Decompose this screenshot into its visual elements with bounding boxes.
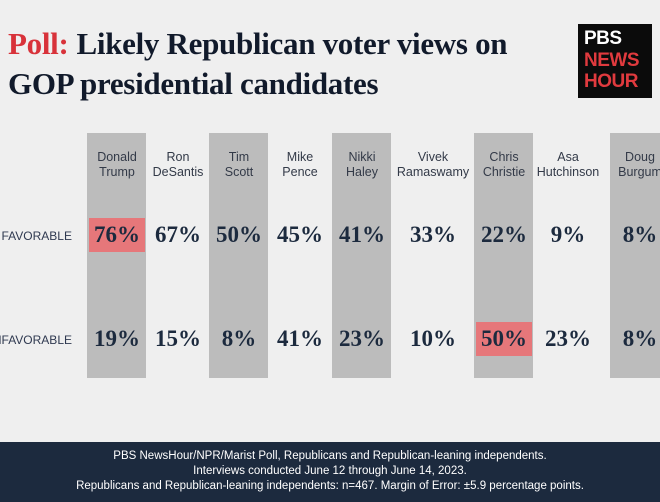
cell: 45% — [277, 222, 323, 247]
column-shade — [209, 133, 268, 378]
cell: 67% — [155, 222, 201, 247]
footer-line: PBS NewsHour/NPR/Marist Poll, Republican… — [113, 450, 547, 462]
cell: 23% — [545, 326, 591, 351]
column-header: Mike Pence — [282, 150, 318, 179]
cell: 8% — [221, 326, 257, 351]
row-label: UNFAVORABLE — [0, 333, 72, 347]
cell: 33% — [410, 222, 456, 247]
column-header: Donald Trump — [97, 150, 137, 179]
footer: PBS NewsHour/NPR/Marist Poll, Republican… — [0, 442, 660, 502]
row-label: FAVORABLE — [1, 229, 72, 243]
cell: 15% — [155, 326, 201, 351]
title-text: Likely Republican voter views on GOP pre… — [8, 26, 508, 101]
logo: PBS NEWS HOUR — [578, 24, 652, 98]
logo-line: HOUR — [584, 71, 638, 92]
column-shade — [332, 133, 391, 378]
footer-line: Republicans and Republican-leaning indep… — [76, 480, 584, 492]
logo-line: NEWS — [584, 50, 640, 71]
cell: 23% — [339, 326, 385, 351]
logo-line: PBS — [584, 28, 622, 49]
cell: 9% — [550, 222, 586, 247]
column-header: Tim Scott — [224, 150, 254, 179]
column-header: Vivek Ramaswamy — [396, 150, 470, 179]
cell: 22% — [481, 222, 527, 247]
cell: 41% — [339, 222, 385, 247]
column-shade — [610, 133, 660, 378]
column-header: Ron DeSantis — [152, 150, 204, 179]
title: Poll: Likely Republican voter views on GO… — [8, 24, 548, 104]
cell: 8% — [622, 222, 658, 247]
title-prefix: Poll: — [8, 26, 69, 61]
footer-line: Interviews conducted June 12 through Jun… — [193, 465, 467, 477]
cell: 76% — [89, 218, 145, 252]
column-header: Doug Burgum — [618, 150, 660, 179]
cell: 8% — [622, 326, 658, 351]
cell: 19% — [94, 326, 140, 351]
cell: 10% — [410, 326, 456, 351]
cell: 50% — [476, 322, 532, 356]
cell: 50% — [216, 222, 262, 247]
column-header: Asa Hutchinson — [536, 150, 600, 179]
cell: 41% — [277, 326, 323, 351]
column-shade — [87, 133, 146, 378]
column-header: Nikki Haley — [346, 150, 378, 179]
column-header: Chris Christie — [482, 150, 526, 179]
